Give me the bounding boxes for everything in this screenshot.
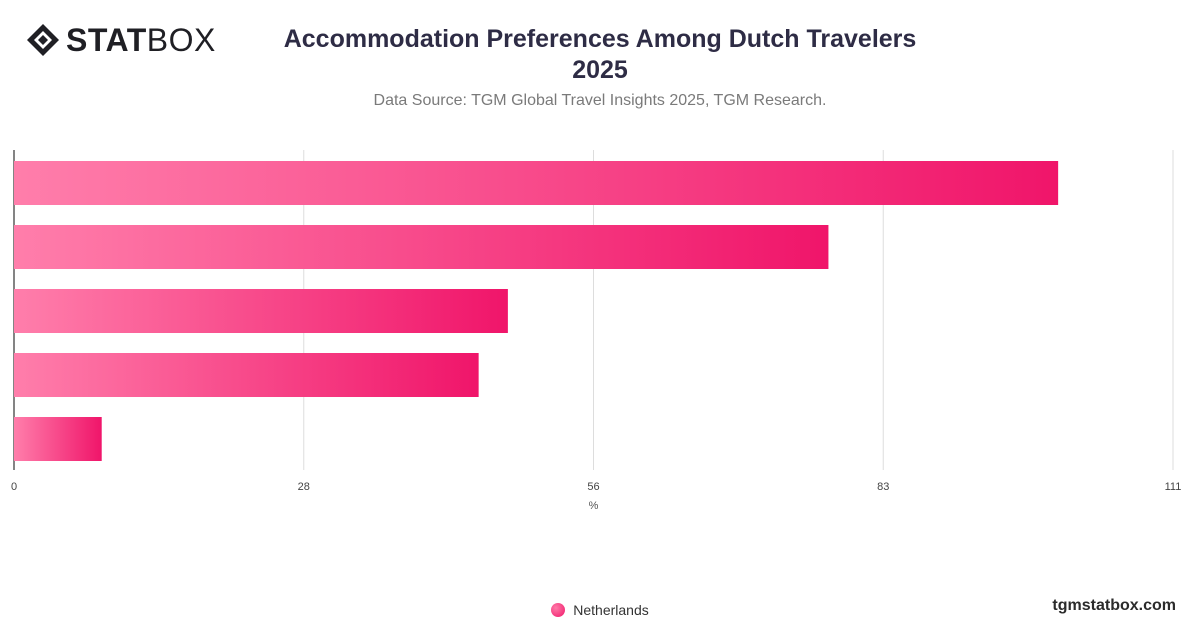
bar-1[interactable] <box>14 161 1059 205</box>
chart-title: Accommodation Preferences Among Dutch Tr… <box>240 24 960 86</box>
bar-2[interactable] <box>14 225 829 269</box>
logo-wordmark-bold: STAT <box>66 22 147 58</box>
logo-wordmark: STATBOX <box>66 22 216 58</box>
bar-3[interactable] <box>14 289 508 333</box>
x-tick-label: 0 <box>11 481 17 493</box>
x-tick-label: 111 <box>1165 481 1182 493</box>
legend-label-netherlands: Netherlands <box>573 602 649 618</box>
chart-subtitle: Data Source: TGM Global Travel Insights … <box>373 92 827 109</box>
bar-4[interactable] <box>14 353 479 397</box>
logo-wordmark-light: BOX <box>146 22 216 58</box>
x-tick-label: 28 <box>298 481 310 493</box>
chart-title-line1: Accommodation Preferences Among Dutch Tr… <box>283 25 917 53</box>
x-tick-label: 56 <box>587 481 599 493</box>
x-axis-title: % <box>589 500 599 512</box>
legend-swatch-netherlands <box>551 603 566 617</box>
statbox-diamond-icon <box>27 24 59 56</box>
watermark: tgmstatbox.com <box>1052 597 1176 614</box>
chart-title-line2: 2025 <box>572 56 628 84</box>
bar-5[interactable] <box>14 417 102 461</box>
x-tick-label: 83 <box>877 481 889 493</box>
bars <box>14 161 1059 461</box>
statbox-logo: STATBOX <box>26 22 216 58</box>
legend[interactable]: Netherlands <box>0 602 1200 618</box>
x-axis-ticks: 0 28 56 83 111 <box>11 481 1181 493</box>
